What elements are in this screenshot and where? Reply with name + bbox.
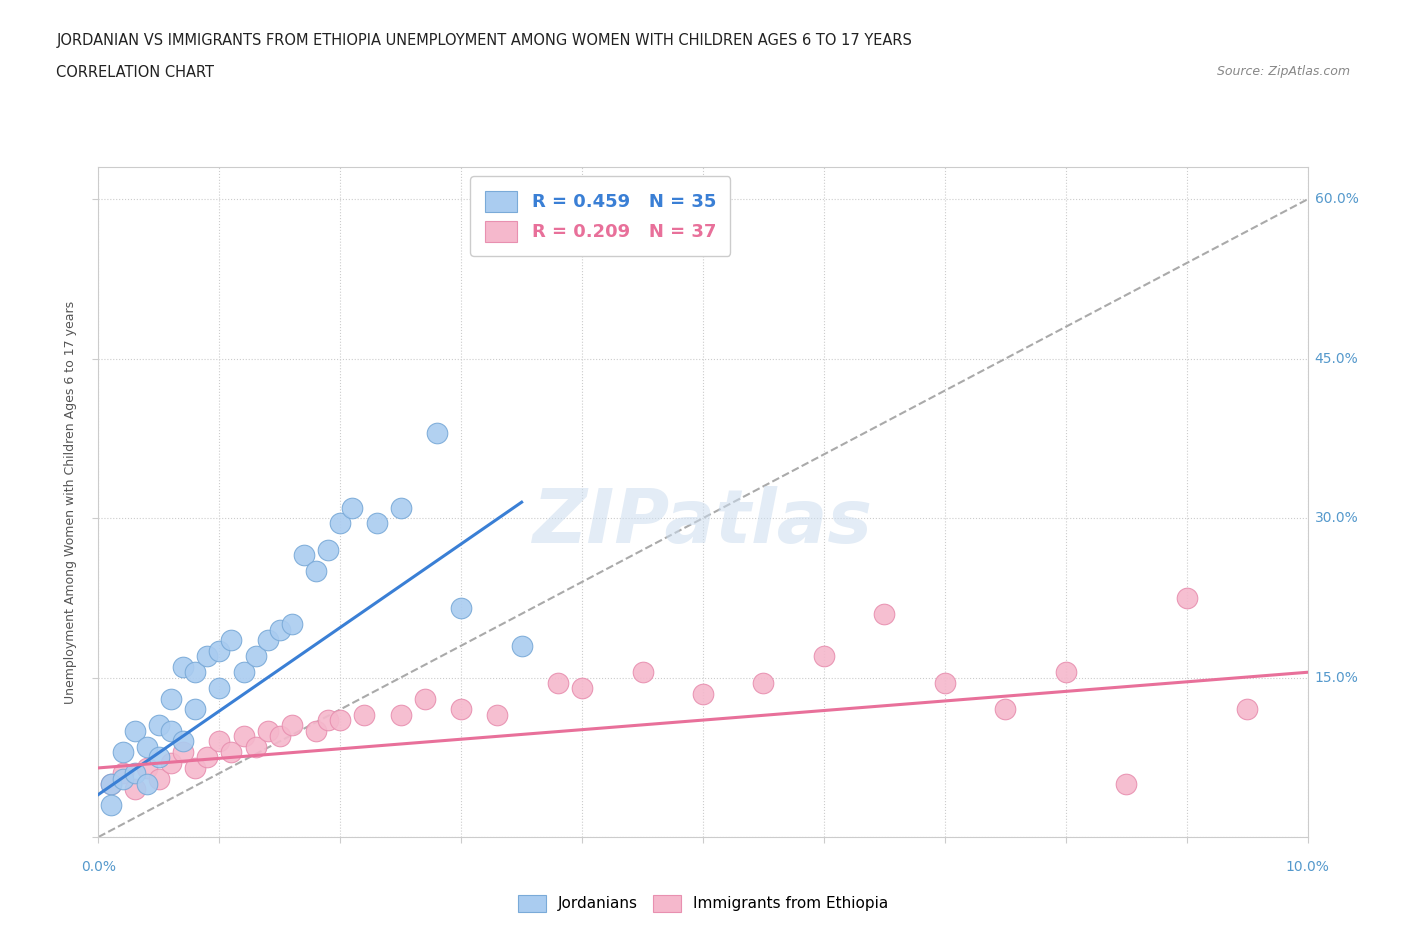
Point <box>305 564 328 578</box>
Point <box>281 617 304 631</box>
Point <box>426 426 449 441</box>
Point <box>124 765 146 780</box>
Point <box>184 702 207 717</box>
Point <box>195 750 218 764</box>
Text: 60.0%: 60.0% <box>1315 193 1358 206</box>
Point <box>934 675 956 690</box>
Point <box>353 708 375 723</box>
Point <box>135 739 157 754</box>
Point <box>1054 665 1077 680</box>
Point <box>366 516 388 531</box>
Point <box>232 665 254 680</box>
Legend: R = 0.459   N = 35, R = 0.209   N = 37: R = 0.459 N = 35, R = 0.209 N = 37 <box>470 177 730 256</box>
Point <box>195 649 218 664</box>
Point <box>994 702 1017 717</box>
Point <box>148 771 170 786</box>
Point <box>631 665 654 680</box>
Legend: Jordanians, Immigrants from Ethiopia: Jordanians, Immigrants from Ethiopia <box>512 889 894 918</box>
Point <box>208 734 231 749</box>
Point <box>160 691 183 706</box>
Text: CORRELATION CHART: CORRELATION CHART <box>56 65 214 80</box>
Point <box>172 734 194 749</box>
Point <box>692 686 714 701</box>
Point <box>292 548 315 563</box>
Point <box>160 755 183 770</box>
Point <box>111 771 134 786</box>
Point <box>813 649 835 664</box>
Text: 15.0%: 15.0% <box>1315 671 1358 684</box>
Y-axis label: Unemployment Among Women with Children Ages 6 to 17 years: Unemployment Among Women with Children A… <box>63 300 77 704</box>
Point <box>135 761 157 776</box>
Point <box>389 500 412 515</box>
Point <box>208 644 231 658</box>
Point <box>269 622 291 637</box>
Point <box>124 782 146 797</box>
Point <box>208 681 231 696</box>
Point <box>1175 591 1198 605</box>
Point <box>100 798 122 813</box>
Point <box>510 638 533 653</box>
Point <box>413 691 436 706</box>
Point <box>269 728 291 743</box>
Point <box>172 659 194 674</box>
Point <box>124 724 146 738</box>
Point <box>329 712 352 727</box>
Point <box>342 500 364 515</box>
Text: 30.0%: 30.0% <box>1315 512 1358 525</box>
Text: ZIPatlas: ZIPatlas <box>533 485 873 559</box>
Text: 45.0%: 45.0% <box>1315 352 1358 365</box>
Point <box>450 702 472 717</box>
Point <box>160 724 183 738</box>
Point <box>100 777 122 791</box>
Text: Source: ZipAtlas.com: Source: ZipAtlas.com <box>1216 65 1350 78</box>
Point <box>111 765 134 780</box>
Text: 0.0%: 0.0% <box>82 860 115 874</box>
Point <box>1115 777 1137 791</box>
Point <box>184 761 207 776</box>
Point <box>148 750 170 764</box>
Point <box>184 665 207 680</box>
Point <box>221 633 243 648</box>
Point <box>281 718 304 733</box>
Point <box>571 681 593 696</box>
Point <box>232 728 254 743</box>
Point <box>221 745 243 760</box>
Point <box>450 601 472 616</box>
Point <box>316 712 339 727</box>
Point <box>1236 702 1258 717</box>
Point <box>316 542 339 557</box>
Point <box>389 708 412 723</box>
Point <box>329 516 352 531</box>
Point <box>245 649 267 664</box>
Point <box>172 745 194 760</box>
Point <box>245 739 267 754</box>
Point <box>100 777 122 791</box>
Point <box>752 675 775 690</box>
Point <box>486 708 509 723</box>
Point <box>305 724 328 738</box>
Text: 10.0%: 10.0% <box>1285 860 1330 874</box>
Point <box>256 633 278 648</box>
Text: JORDANIAN VS IMMIGRANTS FROM ETHIOPIA UNEMPLOYMENT AMONG WOMEN WITH CHILDREN AGE: JORDANIAN VS IMMIGRANTS FROM ETHIOPIA UN… <box>56 33 912 47</box>
Point <box>256 724 278 738</box>
Point <box>135 777 157 791</box>
Point <box>547 675 569 690</box>
Point <box>111 745 134 760</box>
Point <box>148 718 170 733</box>
Point <box>873 606 896 621</box>
